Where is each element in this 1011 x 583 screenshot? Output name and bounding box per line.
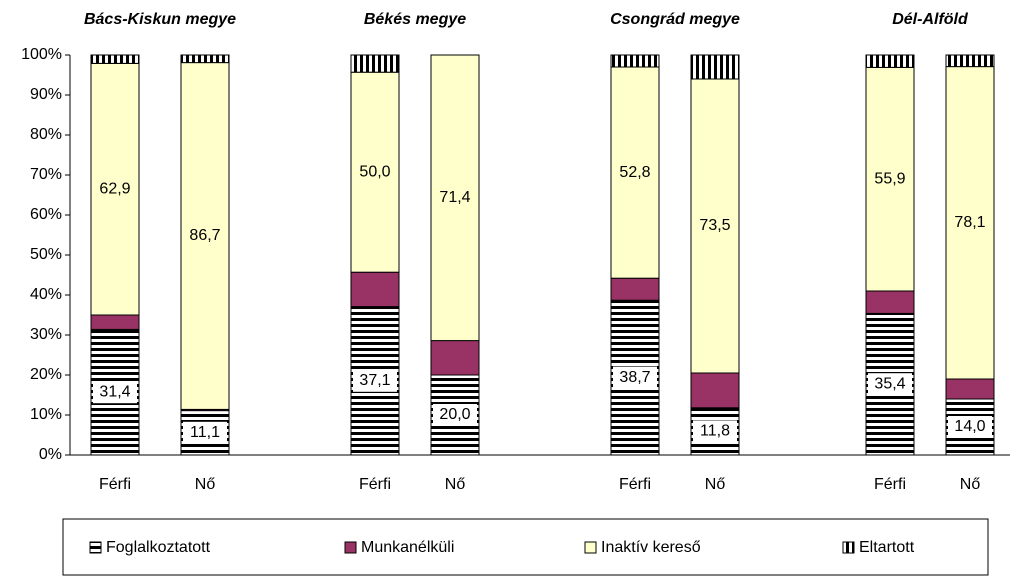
bar-segment [690, 372, 740, 409]
label-bg [693, 420, 737, 443]
x-tick-label: Férfi [359, 476, 391, 493]
bar-segment [180, 54, 230, 64]
bar-segment [945, 54, 995, 68]
bar-segment [430, 54, 480, 342]
legend-swatch [842, 541, 855, 554]
data-label: 35,4 [874, 375, 905, 392]
x-tick-label: Nő [445, 476, 466, 493]
x-tick-label: Nő [960, 476, 981, 493]
label-bg [353, 369, 397, 392]
data-label: 11,1 [190, 424, 220, 441]
legend-label: Eltartott [859, 539, 915, 556]
bar-segment [865, 54, 915, 68]
legend-swatch [344, 541, 357, 554]
label-bg [93, 381, 137, 404]
bar-segment [90, 314, 140, 330]
bar-segment [430, 340, 480, 376]
bar-segment [690, 54, 740, 80]
data-label: 14,0 [954, 418, 985, 435]
data-label: 11,8 [700, 423, 730, 440]
data-label: 20,0 [439, 406, 470, 423]
data-label: 55,9 [874, 170, 905, 187]
bar-segment [945, 378, 995, 400]
data-label: 71,4 [439, 189, 470, 206]
group-label: Bács-Kiskun megye [84, 11, 236, 28]
label-bg [613, 366, 657, 389]
bar-segment [90, 62, 140, 316]
y-tick-label: 20% [30, 366, 62, 383]
x-tick-label: Férfi [874, 476, 906, 493]
bar-segment [865, 290, 915, 314]
y-tick-label: 30% [30, 326, 62, 343]
label-bg [433, 404, 477, 426]
bar-segment [610, 54, 660, 68]
y-tick-label: 40% [30, 286, 62, 303]
data-label: 50,0 [359, 163, 390, 180]
data-label: 31,4 [99, 383, 130, 400]
bar-segment [945, 66, 995, 380]
bar-segment [350, 54, 400, 73]
x-tick-label: Férfi [619, 476, 651, 493]
bar-segment [180, 62, 230, 410]
legend-swatch [584, 541, 597, 554]
legend-swatch [89, 541, 102, 554]
data-label: 78,1 [954, 214, 985, 231]
label-bg [948, 416, 992, 438]
data-label: 86,7 [189, 227, 220, 244]
group-label: Békés megye [364, 11, 466, 28]
label-bg [183, 421, 227, 444]
legend-label: Munkanélküli [361, 539, 454, 556]
y-tick-label: 10% [30, 406, 62, 423]
y-tick-label: 50% [30, 246, 62, 263]
y-tick-label: 70% [30, 166, 62, 183]
bar-segment [90, 54, 140, 64]
bar-segment [610, 277, 660, 301]
data-label: 37,1 [359, 372, 390, 389]
x-tick-label: Férfi [99, 476, 131, 493]
data-label: 52,8 [619, 164, 650, 181]
y-tick-label: 90% [30, 86, 62, 103]
y-tick-label: 0% [39, 446, 62, 463]
legend-label: Inaktív kereső [601, 539, 701, 556]
data-label: 38,7 [619, 369, 650, 386]
data-label: 62,9 [99, 180, 130, 197]
bar-segment [350, 271, 400, 308]
bar-segment [865, 66, 915, 292]
data-label: 73,5 [699, 217, 730, 234]
y-tick-label: 80% [30, 126, 62, 143]
group-label: Dél-Alföld [892, 11, 969, 28]
bar-segment [610, 66, 660, 279]
x-tick-label: Nő [705, 476, 726, 493]
group-label: Csongrád megye [610, 11, 740, 28]
legend-box [62, 518, 989, 576]
x-tick-label: Nő [195, 476, 216, 493]
y-tick-label: 100% [21, 46, 62, 63]
label-bg [868, 373, 912, 396]
legend-label: Foglalkoztatott [106, 539, 211, 556]
y-tick-label: 60% [30, 206, 62, 223]
